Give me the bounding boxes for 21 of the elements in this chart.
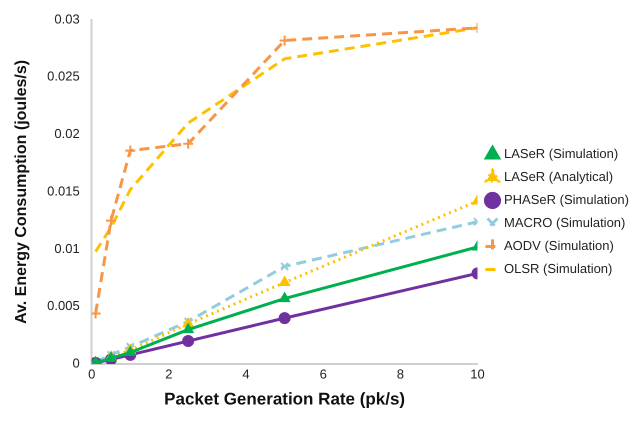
x-tick-label: 6 — [320, 366, 327, 382]
legend-label: LASeR (Simulation) — [504, 146, 618, 162]
legend-label: MACRO (Simulation) — [504, 215, 626, 230]
legend-label: PHASeR (Simulation) — [504, 192, 629, 208]
y-tick-label: 0.03 — [54, 11, 80, 26]
x-tick-label: 10 — [470, 366, 485, 382]
x-tick-label: 2 — [165, 366, 173, 382]
y-tick-label: 0 — [72, 356, 80, 371]
legend-label: AODV (Simulation) — [504, 238, 614, 254]
y-tick-label: 0.02 — [54, 126, 80, 142]
x-axis-title: Packet Generation Rate (pk/s) — [164, 389, 406, 408]
y-axis-title: Av. Energy Consumption (joules/s) — [13, 60, 30, 324]
y-tick-label: 0.015 — [47, 183, 80, 198]
legend-label: OLSR (Simulation) — [504, 261, 612, 276]
y-tick-label: 0.01 — [54, 240, 80, 256]
legend-label: LASeR (Analytical) — [504, 169, 614, 184]
y-tick-label: 0.005 — [47, 298, 80, 314]
x-tick-label: 4 — [242, 366, 250, 382]
x-tick-label: 0 — [88, 366, 96, 382]
x-tick-label: 8 — [396, 366, 404, 382]
y-tick-label: 0.025 — [47, 68, 80, 84]
